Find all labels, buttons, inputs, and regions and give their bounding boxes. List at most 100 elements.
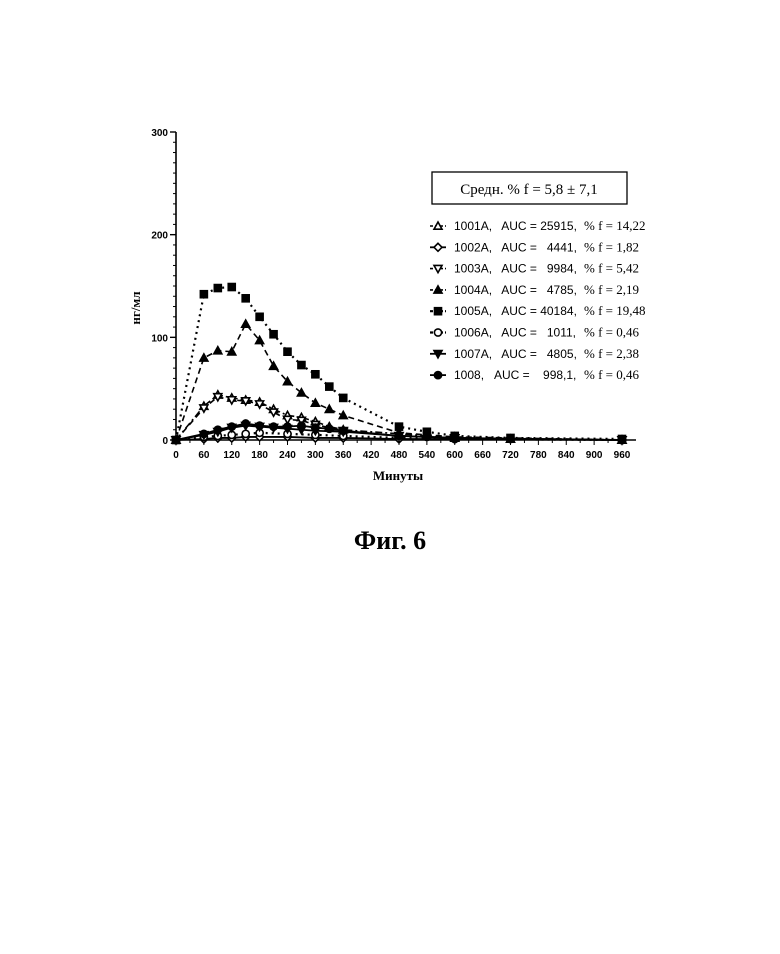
- data-point: [284, 423, 291, 430]
- data-point: [200, 405, 208, 412]
- data-point: [214, 426, 221, 433]
- data-point: [228, 348, 236, 355]
- data-point: [270, 409, 278, 416]
- x-tick-label: 0: [173, 450, 179, 461]
- data-point: [242, 295, 249, 302]
- data-point: [214, 347, 222, 354]
- data-point: [340, 427, 347, 434]
- legend-marker: [434, 351, 442, 358]
- data-point: [396, 423, 403, 430]
- legend-series-name: 1003A,: [454, 262, 492, 276]
- data-point: [270, 423, 277, 430]
- data-point: [325, 405, 333, 412]
- data-point: [200, 430, 207, 437]
- data-point: [507, 435, 514, 442]
- legend-auc: AUC = 998,1,: [494, 368, 576, 382]
- data-point: [451, 434, 458, 441]
- legend-auc: AUC = 4441,: [501, 240, 577, 254]
- data-point: [298, 362, 305, 369]
- data-point: [228, 284, 235, 291]
- legend-marker: [434, 372, 441, 379]
- data-point: [256, 422, 263, 429]
- legend-f-percent: % f = 14,22: [584, 218, 646, 233]
- x-tick-label: 60: [198, 450, 210, 461]
- data-point: [172, 436, 179, 443]
- summary-box-text: Средн. % f = 5,8 ± 7,1: [460, 182, 598, 198]
- data-point: [326, 425, 333, 432]
- y-tick-label: 200: [151, 231, 168, 242]
- legend-item: 1006A, AUC = 1011, % f = 0,46: [430, 325, 639, 340]
- legend-marker: [435, 308, 442, 315]
- y-tick-label: 100: [151, 333, 168, 344]
- legend-f-percent: % f = 5,42: [584, 261, 639, 276]
- data-point: [200, 354, 208, 361]
- legend-series-name: 1006A,: [454, 326, 492, 340]
- figure-caption: Фиг. 6: [0, 526, 780, 556]
- data-point: [214, 394, 222, 401]
- x-tick-label: 480: [391, 450, 408, 461]
- legend-f-percent: % f = 1,82: [584, 239, 639, 254]
- legend-f-percent: % f = 2,19: [584, 282, 639, 297]
- legend-item: 1008, AUC = 998,1, % f = 0,46: [430, 367, 639, 382]
- legend-f-percent: % f = 19,48: [584, 303, 646, 318]
- legend-series-name: 1001A,: [454, 219, 492, 233]
- data-point: [200, 291, 207, 298]
- x-tick-label: 900: [586, 450, 603, 461]
- legend-series-name: 1005A,: [454, 304, 492, 318]
- legend-auc: AUC = 40184,: [501, 304, 577, 318]
- data-point: [270, 331, 277, 338]
- data-point: [423, 433, 430, 440]
- data-point: [298, 422, 305, 429]
- x-tick-label: 360: [335, 450, 352, 461]
- x-tick-label: 240: [279, 450, 296, 461]
- legend-f-percent: % f = 2,38: [584, 346, 639, 361]
- x-tick-label: 720: [502, 450, 519, 461]
- y-tick-label: 300: [151, 128, 168, 139]
- legend-marker: [434, 222, 442, 229]
- legend-marker: [434, 329, 441, 336]
- data-point: [326, 383, 333, 390]
- legend-auc: AUC = 4785,: [501, 283, 577, 297]
- x-tick-label: 300: [307, 450, 324, 461]
- x-tick-label: 180: [251, 450, 268, 461]
- legend-item: 1007A, AUC = 4805, % f = 2,38: [430, 346, 639, 361]
- data-point: [242, 420, 249, 427]
- x-tick-label: 120: [223, 450, 240, 461]
- data-point: [242, 320, 250, 327]
- y-tick-label: 0: [162, 436, 168, 447]
- legend-auc: AUC = 9984,: [501, 262, 577, 276]
- legend: 1001A, AUC = 25915, % f = 14,22 1002A, AUC =…: [430, 218, 646, 382]
- legend-auc: AUC = 4805,: [501, 347, 577, 361]
- data-point: [256, 313, 263, 320]
- x-tick-label: 660: [474, 450, 491, 461]
- legend-auc: AUC = 25915,: [501, 219, 577, 233]
- x-tick-label: 540: [419, 450, 436, 461]
- legend-auc: AUC = 1011,: [501, 326, 576, 340]
- legend-item: 1005A, AUC = 40184, % f = 19,48: [430, 303, 646, 318]
- data-point: [395, 432, 402, 439]
- legend-item: 1002A, AUC = 4441, % f = 1,82: [430, 239, 639, 254]
- legend-f-percent: % f = 0,46: [584, 325, 639, 340]
- legend-series-name: 1002A,: [454, 240, 492, 254]
- x-tick-label: 840: [558, 450, 575, 461]
- legend-marker: [434, 265, 442, 272]
- data-point: [242, 430, 249, 437]
- summary-box: Средн. % f = 5,8 ± 7,1: [432, 172, 627, 204]
- y-axis-title: нг/мл: [128, 291, 143, 324]
- data-point: [340, 394, 347, 401]
- legend-series-name: 1008,: [454, 368, 484, 382]
- legend-item: 1001A, AUC = 25915, % f = 14,22: [430, 218, 646, 233]
- legend-marker: [434, 286, 442, 293]
- x-tick-label: 960: [614, 450, 631, 461]
- x-tick-label: 780: [530, 450, 547, 461]
- legend-f-percent: % f = 0,46: [584, 367, 639, 382]
- legend-item: 1004A,AUC = 4785,% f = 2,19: [430, 282, 639, 297]
- data-point: [256, 401, 264, 408]
- data-point: [270, 362, 278, 369]
- data-point: [214, 285, 221, 292]
- data-point: [228, 423, 235, 430]
- legend-item: 1003A, AUC = 9984, % f = 5,42: [430, 261, 639, 276]
- data-point: [312, 424, 319, 431]
- legend-series-name: 1007A,: [454, 347, 492, 361]
